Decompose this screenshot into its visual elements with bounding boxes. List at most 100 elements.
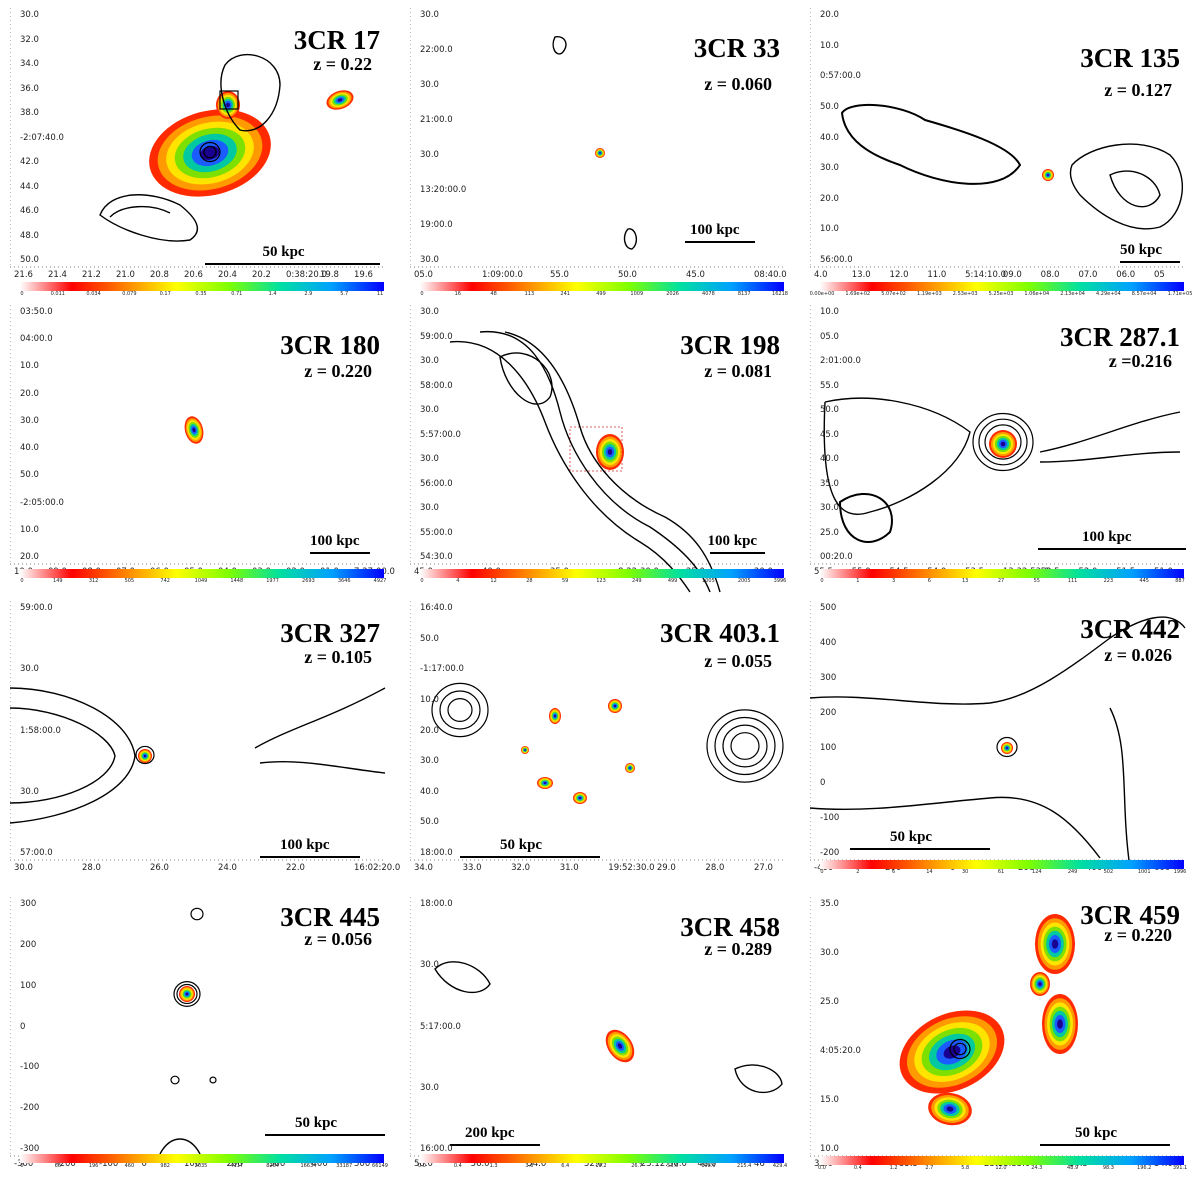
scale-label: 50 kpc xyxy=(1120,242,1163,258)
y-tick-label: 19:00.0 xyxy=(420,220,453,230)
x-tick-label: 34.0 xyxy=(414,863,433,873)
x-tick-label: -100 xyxy=(99,1159,119,1169)
x-tick-label: 54.0 xyxy=(527,1159,547,1169)
radio-contour xyxy=(439,690,481,730)
y-tick-label: -2:07:40.0 xyxy=(20,132,64,143)
panel-8: 3CR 403.1 z = 0.055 50 kpc 16:40.0 50.0 -1:17… xyxy=(410,598,794,894)
colorbar-tick: 12 xyxy=(490,578,497,584)
x-tick-label: 21.2 xyxy=(82,270,101,280)
x-tick-label: 19.6 xyxy=(354,270,373,280)
y-tick-label: 20.0 xyxy=(20,388,39,399)
scale-bar xyxy=(205,263,380,265)
y-tick-label: 55:00.0 xyxy=(420,527,453,538)
y-tick-label: 48.0 xyxy=(20,230,39,241)
scale-bar xyxy=(450,1144,540,1146)
y-tick-label: 22:00.0 xyxy=(420,45,453,55)
radio-contour xyxy=(714,716,776,776)
nucleus-emission xyxy=(179,986,195,1002)
x-tick-label: 20.4 xyxy=(218,270,237,280)
panel-title: 3CR 442 xyxy=(1080,614,1180,644)
galaxy-emission xyxy=(596,434,624,470)
panel-title: 3CR 135 xyxy=(1080,43,1180,73)
panel-title: 3CR 180 xyxy=(280,330,380,360)
colorbar-tick: 215.4 xyxy=(737,1163,752,1169)
knot-emission xyxy=(1030,972,1050,996)
y-tick-label: 10.0 xyxy=(820,307,839,317)
scale-label: 100 kpc xyxy=(707,533,758,549)
y-tick-label: 05.0 xyxy=(820,331,839,342)
y-tick-label: 300 xyxy=(20,899,37,909)
redshift-label: z = 0.060 xyxy=(704,74,772,94)
image-area xyxy=(810,897,1184,1157)
colorbar-tick: 4078 xyxy=(702,291,715,297)
colorbar-tick: 0 xyxy=(420,578,424,584)
image-area xyxy=(410,305,784,593)
image-area xyxy=(810,305,1184,565)
radio-contour xyxy=(823,397,971,516)
radio-contour xyxy=(840,103,1022,185)
radio-contour xyxy=(984,424,1022,460)
y-tick-label: 10.0 xyxy=(20,524,39,535)
colorbar-tick: 1.19e+03 xyxy=(917,291,942,297)
colorbar-tick: 1.4 xyxy=(268,291,277,297)
image-area xyxy=(810,8,1184,268)
colorbar xyxy=(820,860,1184,869)
radio-contour xyxy=(447,697,473,722)
y-tick-label: 30.0 xyxy=(420,405,439,415)
colorbar-tick: 223 xyxy=(1103,578,1114,584)
region-box xyxy=(569,426,623,472)
colorbar-tick: 445 xyxy=(1139,578,1149,584)
image-area xyxy=(10,897,384,1157)
x-tick-label: 32.0 xyxy=(511,863,531,873)
radio-contour xyxy=(209,1076,217,1084)
x-tick-label: 50.0 xyxy=(618,270,637,280)
knot-emission xyxy=(326,90,354,110)
x-tick-label: -200 xyxy=(56,1159,76,1169)
y-tick-label: 36.0 xyxy=(20,83,39,94)
radio-contour xyxy=(996,736,1018,758)
y-tick-label: 56:00.0 xyxy=(820,255,853,265)
colorbar-tick: 6 xyxy=(892,869,896,875)
colorbar-tick: 1.2 xyxy=(889,1165,898,1171)
panel-1: 3CR 17 z = 0.22 50 kpc 30.0 32.0 34.0 36.0 38.0… xyxy=(10,5,394,301)
y-tick-label: 500 xyxy=(820,603,837,613)
y-tick-label: 46.0 xyxy=(20,206,39,216)
panel-4: 3CR 180 z = 0.220 100 kpc 03:50.0 04:00.0 10.… xyxy=(10,302,395,598)
y-tick-label: 59:00.0 xyxy=(420,331,453,342)
x-tick-label: 21.0 xyxy=(116,270,135,280)
panel-10: 3CR 445 z = 0.056 50 kpc 300 200 100 0 -100 -200… xyxy=(10,894,394,1190)
x-tick-label: 0 xyxy=(141,1159,147,1169)
colorbar-tick: 149 xyxy=(53,578,63,584)
colorbar-tick: 249 xyxy=(632,578,642,584)
colorbar-tick: 5.7 xyxy=(340,291,349,297)
y-tick-label: 10.0 xyxy=(820,224,839,235)
knot-emission xyxy=(521,746,529,754)
x-tick-label: 11.0 xyxy=(927,270,947,280)
y-tick-label: 25.0 xyxy=(820,997,839,1007)
scale-bar xyxy=(710,552,765,554)
panel-12: 3CR 459 z = 0.220 50 kpc 35.0 30.0 25.0 4:05:2… xyxy=(810,894,1194,1190)
colorbar-tick: 24.3 xyxy=(1031,1165,1043,1171)
radio-contour xyxy=(434,961,491,994)
radio-contour xyxy=(706,709,784,783)
scale-bar xyxy=(1120,261,1180,263)
y-tick-label: 32.0 xyxy=(20,34,39,45)
radio-contour xyxy=(190,907,204,921)
x-tick-label: 08.0 xyxy=(1040,270,1060,280)
colorbar-tick: 5.25e+03 xyxy=(988,291,1014,297)
x-tick-label: 08:40.0 xyxy=(754,270,787,280)
colorbar-tick: 0.011 xyxy=(50,291,65,297)
y-tick-label: 25.0 xyxy=(820,527,839,538)
y-tick-label: 0:57:00.0 xyxy=(820,71,861,82)
radio-contour xyxy=(1039,411,1181,453)
radio-contour xyxy=(810,616,1186,705)
nucleus-emission xyxy=(595,148,605,158)
y-tick-label: 38.0 xyxy=(20,108,39,118)
colorbar-tick: 98.3 xyxy=(1102,1165,1114,1171)
colorbar-tick: 0.0 xyxy=(418,1163,426,1169)
colorbar-tick: 48.9 xyxy=(1067,1165,1079,1171)
x-tick-label: 21.6 xyxy=(14,270,33,280)
scale-label: 100 kpc xyxy=(310,533,360,549)
colorbar-tick: 0.034 xyxy=(86,291,101,297)
x-tick-label: 12.0 xyxy=(889,270,909,280)
